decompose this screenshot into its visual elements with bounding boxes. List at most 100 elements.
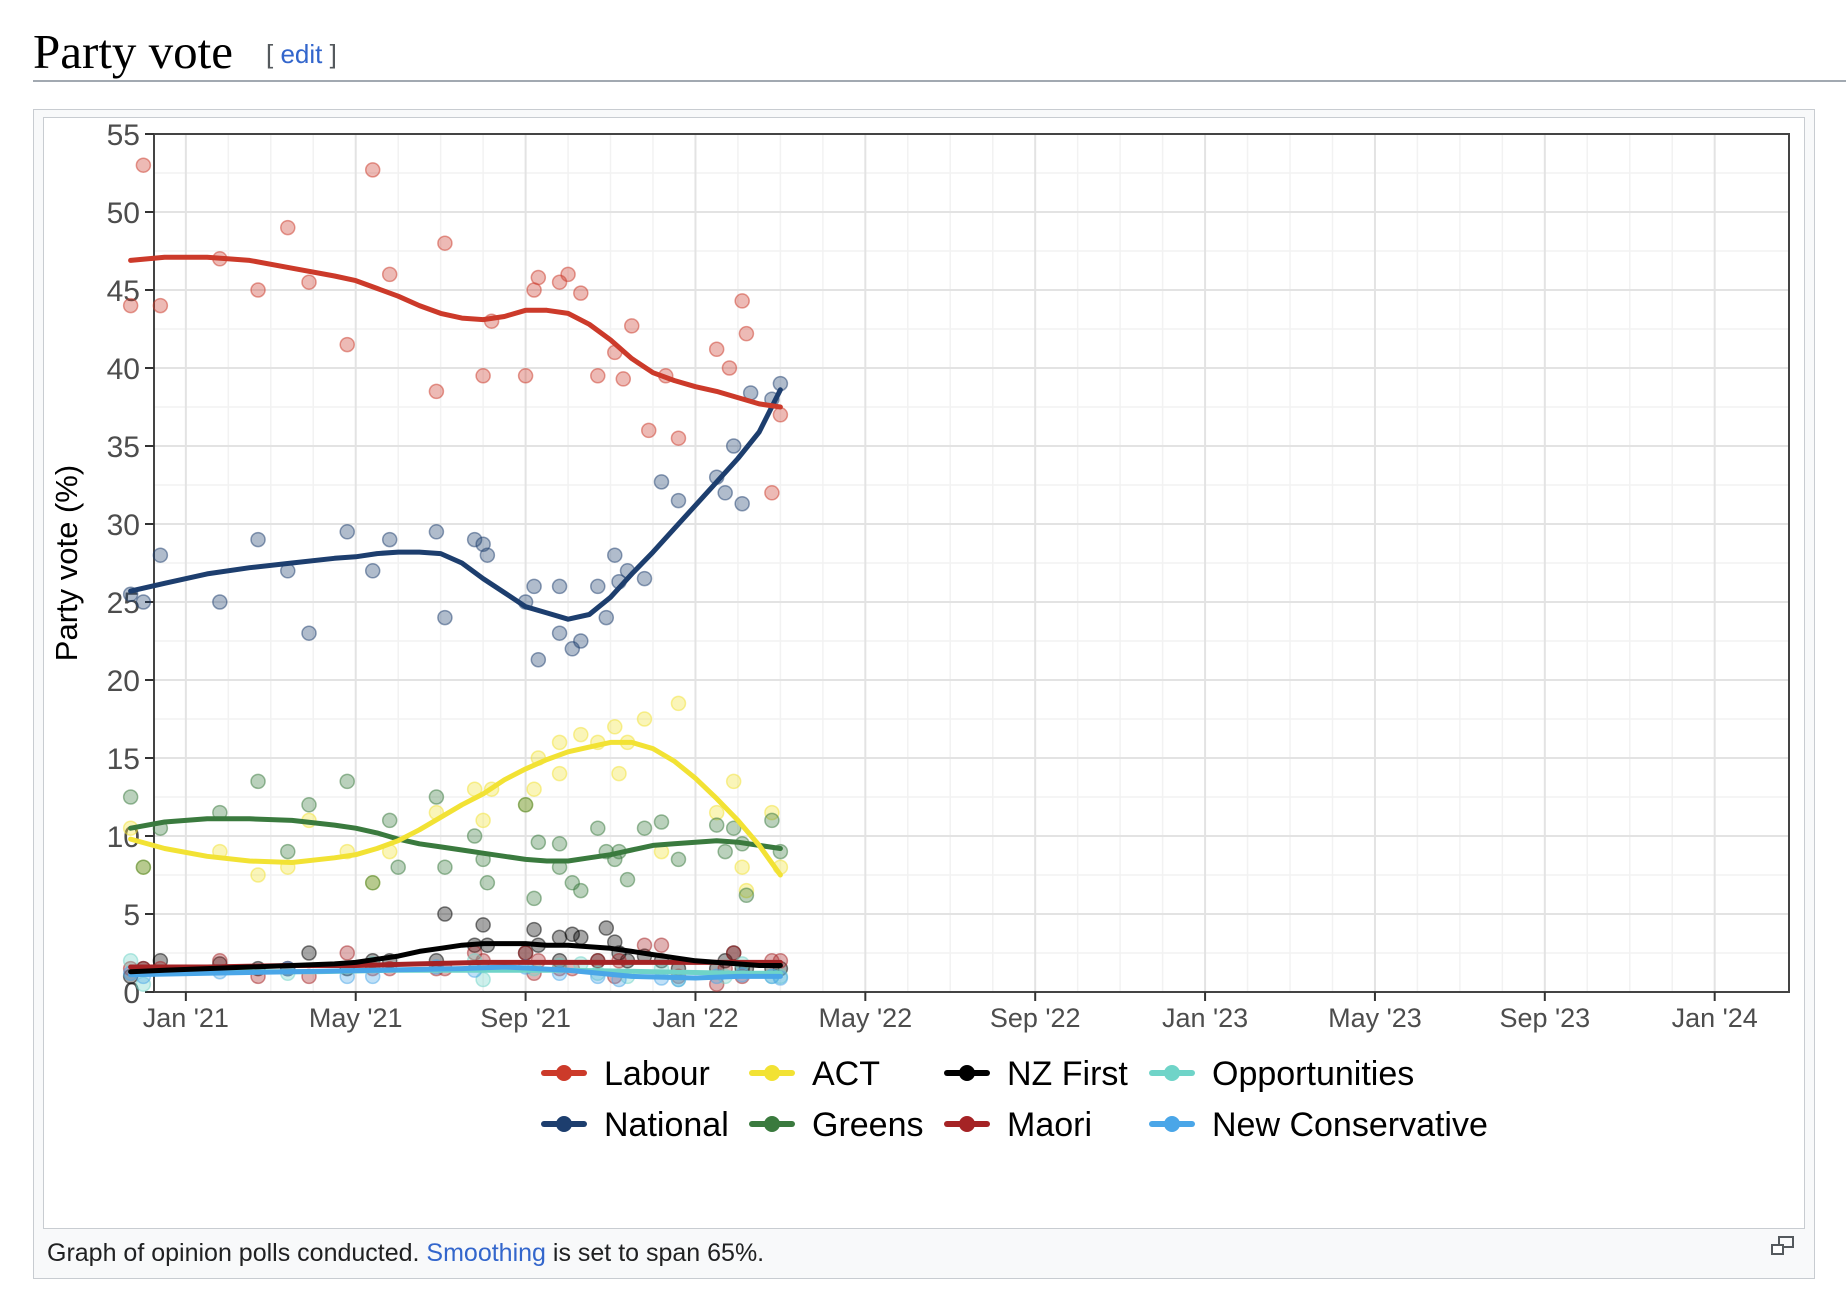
- legend-dot-national: [556, 1116, 572, 1132]
- data-point-opportunities: [135, 976, 152, 992]
- data-point-greens: [428, 789, 445, 805]
- data-point-labour: [615, 371, 632, 387]
- legend-dot-act: [764, 1065, 780, 1081]
- smoothing-link[interactable]: Smoothing: [426, 1239, 546, 1267]
- x-tick-label: Jan '21: [143, 1003, 229, 1033]
- data-point-act: [526, 781, 542, 797]
- edit-bracket-open: [: [266, 39, 274, 69]
- y-tick-label: 50: [107, 197, 140, 230]
- edit-link[interactable]: edit: [280, 39, 323, 69]
- data-point-labour: [573, 285, 589, 301]
- data-point-national: [653, 474, 670, 490]
- data-point-national: [339, 524, 355, 540]
- data-point-greens: [301, 797, 317, 813]
- data-point-act: [725, 773, 742, 790]
- data-point-act: [764, 804, 780, 821]
- data-point-greens: [364, 875, 381, 891]
- data-point-greens: [551, 836, 568, 852]
- data-point-greens: [122, 789, 139, 805]
- data-point-national: [725, 438, 742, 454]
- data-point-labour: [475, 368, 491, 384]
- legend-label-nz-first: NZ First: [1007, 1055, 1128, 1093]
- data-point-national: [530, 651, 547, 668]
- data-point-national: [428, 524, 445, 540]
- y-tick-label: 55: [107, 119, 140, 152]
- data-point-greens: [738, 887, 755, 904]
- data-point-labour: [301, 274, 317, 290]
- data-point-nz-first: [437, 906, 453, 922]
- data-point-nz-first: [526, 921, 542, 938]
- data-point-greens: [764, 812, 780, 829]
- data-point-greens: [530, 834, 547, 850]
- data-point-national: [717, 485, 733, 501]
- data-point-national: [152, 547, 169, 563]
- data-point-labour: [152, 297, 169, 314]
- data-point-labour: [738, 325, 755, 342]
- y-tick-label: 35: [107, 431, 140, 464]
- data-point-act: [551, 734, 568, 751]
- y-tick-label: 40: [107, 353, 140, 386]
- x-tick-label: Jan '24: [1672, 1003, 1758, 1033]
- data-point-national: [551, 625, 568, 641]
- data-point-act: [738, 882, 755, 899]
- data-point-national: [590, 578, 606, 595]
- data-point-national: [250, 531, 266, 548]
- data-point-labour: [428, 383, 445, 400]
- smooth-line-labour: [128, 254, 783, 410]
- data-point-labour: [437, 235, 453, 251]
- data-point-national: [734, 495, 750, 512]
- x-tick-label: Jan '23: [1162, 1003, 1248, 1033]
- data-point-maori: [653, 937, 670, 953]
- data-point-greens: [725, 820, 742, 836]
- smooth-line-greens: [128, 816, 783, 864]
- data-point-labour: [772, 407, 789, 423]
- data-point-greens: [670, 851, 687, 868]
- magnify-icon[interactable]: [1770, 1235, 1796, 1257]
- data-point-greens: [466, 828, 483, 844]
- data-point-labour: [135, 157, 152, 173]
- data-point-labour: [530, 269, 547, 286]
- x-tick-label: May '23: [1328, 1003, 1422, 1033]
- figure-caption: Graph of opinion polls conducted. Smooth…: [47, 1229, 764, 1277]
- smooth-line-national: [128, 387, 783, 622]
- data-point-greens: [708, 817, 725, 833]
- data-point-greens: [517, 797, 534, 813]
- data-point-greens: [573, 882, 589, 899]
- legend-dot-nz-first: [959, 1065, 975, 1081]
- data-point-greens: [390, 859, 406, 875]
- data-point-greens: [437, 859, 453, 875]
- legend-label-national: National: [604, 1106, 729, 1144]
- legend-dot-labour: [556, 1065, 572, 1081]
- data-point-labour: [560, 266, 576, 283]
- data-point-nz-first: [551, 929, 568, 946]
- y-tick-label: 30: [107, 509, 140, 542]
- data-point-labour: [517, 368, 534, 384]
- smooth-line-new-conservative: [128, 964, 783, 981]
- data-point-act: [607, 719, 623, 735]
- y-tick-label: 20: [107, 665, 140, 698]
- data-point-nz-first: [573, 929, 589, 946]
- data-point-national: [479, 547, 496, 563]
- legend-dot-greens: [764, 1116, 780, 1132]
- data-point-labour: [640, 422, 657, 439]
- data-point-greens: [381, 812, 398, 829]
- chart-frame: 0 5 10 15 20 25 30 35 40 45 50 55 Jan '21 May '21 Sep …: [43, 117, 1805, 1229]
- edit-section: [ edit ]: [266, 39, 337, 70]
- data-point-national: [466, 531, 483, 548]
- data-point-nz-first: [564, 926, 581, 943]
- data-point-act: [734, 859, 750, 875]
- figure-thumbnail: 0 5 10 15 20 25 30 35 40 45 50 55 Jan '21 May '21 Sep …: [33, 109, 1815, 1279]
- x-tick-label: May '22: [818, 1003, 912, 1033]
- data-point-national: [636, 570, 653, 587]
- data-point-labour: [122, 297, 139, 314]
- data-point-act: [573, 726, 589, 743]
- section-heading: Party vote [ edit ]: [33, 18, 1846, 82]
- data-point-greens: [717, 843, 733, 860]
- data-point-nz-first: [301, 945, 317, 961]
- smooth-line-act: [128, 739, 783, 878]
- caption-prefix: Graph of opinion polls conducted.: [47, 1239, 427, 1267]
- y-axis-title: Party vote (%): [49, 465, 84, 661]
- data-point-labour: [624, 318, 640, 334]
- data-point-national: [526, 578, 542, 595]
- legend-label-maori: Maori: [1007, 1106, 1092, 1144]
